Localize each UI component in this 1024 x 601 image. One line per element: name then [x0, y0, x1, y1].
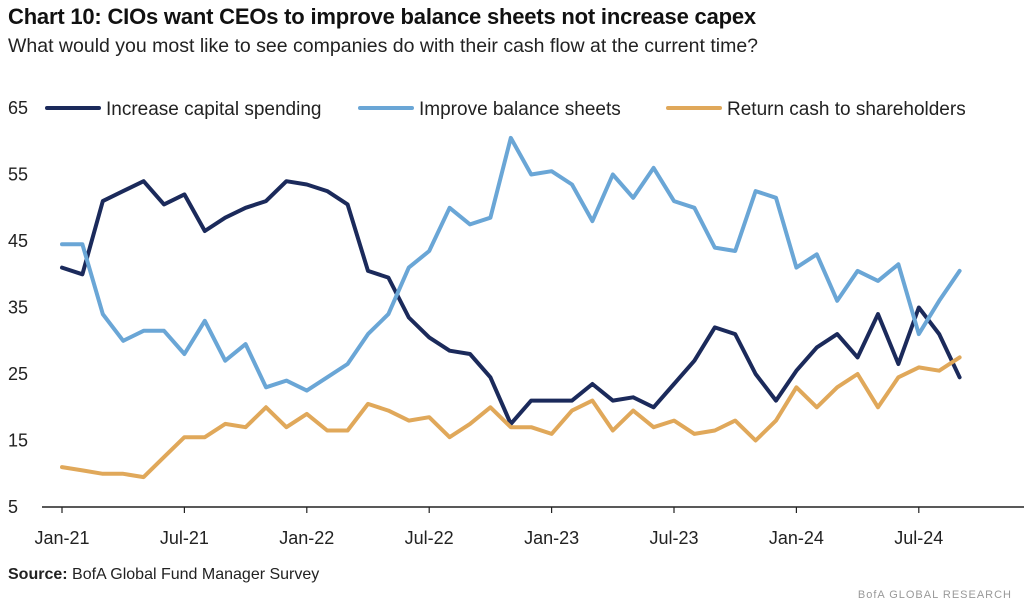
source-note: Source: BofA Global Fund Manager Survey [8, 566, 319, 584]
x-tick-label: Jan-24 [769, 528, 824, 548]
watermark: BofA GLOBAL RESEARCH [857, 589, 1012, 601]
y-tick-label: 65 [8, 98, 28, 118]
x-tick-label: Jul-22 [405, 528, 454, 548]
x-tick-label: Jul-24 [894, 528, 943, 548]
chart-title: Chart 10: CIOs want CEOs to improve bala… [8, 4, 756, 29]
legend-label: Return cash to shareholders [727, 99, 966, 120]
series-line-3 [60, 355, 962, 480]
x-tick-label: Jan-21 [34, 528, 89, 548]
y-tick-label: 15 [8, 431, 28, 451]
legend-label: Increase capital spending [106, 99, 321, 120]
x-tick-label: Jul-23 [649, 528, 698, 548]
y-tick-label: 35 [8, 298, 28, 318]
legend-label: Improve balance sheets [419, 99, 621, 120]
series-line-2 [60, 135, 962, 393]
source-label: Source: [8, 566, 68, 583]
y-tick-label: 5 [8, 497, 18, 517]
chart-subtitle: What would you most like to see companie… [8, 35, 759, 57]
x-tick-label: Jan-23 [524, 528, 579, 548]
series-line-1 [60, 179, 962, 426]
source-text: BofA Global Fund Manager Survey [72, 566, 320, 583]
y-tick-label: 55 [8, 165, 28, 185]
axes: 5 15 25 35 45 55 65 Jan-21 Jul-21 Jan-22 Jul-22 Jan… [8, 98, 1024, 548]
series-group [60, 135, 962, 480]
y-tick-label: 25 [8, 364, 28, 384]
x-tick-label: Jan-22 [279, 528, 334, 548]
x-tick-label: Jul-21 [160, 528, 209, 548]
y-tick-label: 45 [8, 231, 28, 251]
legend: Increase capital spending Improve balance… [45, 99, 966, 120]
